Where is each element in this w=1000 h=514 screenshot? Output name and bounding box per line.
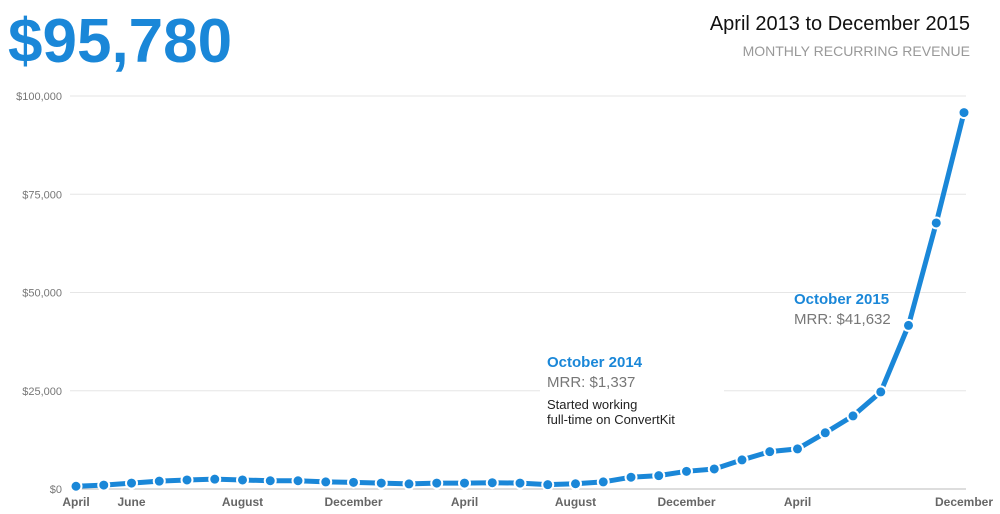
- data-point: [902, 318, 915, 332]
- y-tick-label: $75,000: [22, 189, 62, 201]
- x-tick-label: December: [657, 495, 715, 509]
- annotation-title: October 2015: [794, 291, 889, 308]
- y-tick-label: $25,000: [22, 386, 62, 398]
- data-point: [319, 475, 333, 489]
- data-point: [152, 474, 166, 488]
- data-point: [485, 476, 499, 490]
- data-point: [374, 476, 388, 490]
- x-tick-label: August: [555, 495, 596, 509]
- x-tick-label: August: [222, 495, 263, 509]
- x-tick-label: December: [935, 495, 993, 509]
- data-point: [791, 442, 804, 456]
- data-point: [208, 472, 222, 486]
- data-point: [263, 474, 277, 488]
- headline: $95,780: [8, 7, 232, 76]
- data-point: [763, 445, 777, 459]
- annotation-title: October 2014: [547, 354, 643, 371]
- data-point: [291, 474, 305, 488]
- data-point: [458, 476, 471, 490]
- data-point: [652, 469, 666, 483]
- annotation-background: [540, 350, 724, 432]
- x-tick-label: December: [324, 495, 382, 509]
- x-tick-label: April: [62, 495, 89, 509]
- data-point: [624, 470, 638, 484]
- data-point: [707, 462, 721, 476]
- y-tick-label: $50,000: [22, 288, 62, 300]
- data-point: [402, 477, 416, 491]
- data-point: [180, 473, 194, 487]
- y-tick-label: $0: [50, 484, 62, 496]
- data-point: [569, 477, 582, 491]
- x-tick-label: June: [117, 495, 145, 509]
- data-point: [513, 476, 527, 490]
- data-point: [430, 476, 444, 490]
- y-tick-label: $100,000: [16, 91, 62, 103]
- data-point: [541, 478, 555, 492]
- data-point: [846, 409, 860, 423]
- data-point: [97, 478, 111, 492]
- data-point: [596, 475, 610, 489]
- data-point: [818, 426, 832, 440]
- annotation-text: MRR: $1,337: [547, 374, 635, 391]
- chart-title: April 2013 to December 2015: [710, 13, 970, 35]
- annotation-text: MRR: $41,632: [794, 311, 891, 328]
- data-point: [957, 106, 971, 120]
- chart-subtitle: MONTHLY RECURRING REVENUE: [743, 43, 970, 59]
- annotation-note: Started working: [547, 397, 637, 412]
- data-point: [735, 453, 749, 467]
- x-tick-label: April: [451, 495, 478, 509]
- data-point: [874, 385, 888, 399]
- x-tick-label: April: [784, 495, 811, 509]
- data-point: [236, 473, 249, 487]
- annotation-note: full-time on ConvertKit: [547, 412, 675, 427]
- data-point: [69, 479, 83, 493]
- data-point: [680, 464, 693, 478]
- data-point: [929, 216, 943, 230]
- data-point: [347, 475, 360, 489]
- data-point: [125, 476, 138, 490]
